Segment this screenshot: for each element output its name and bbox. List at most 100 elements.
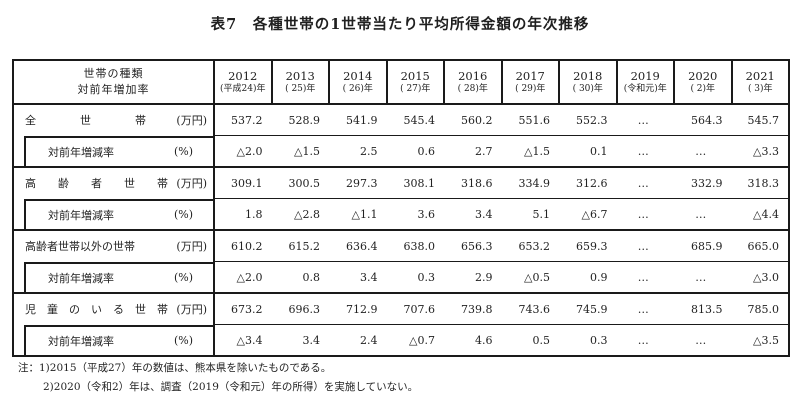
footnote-prefix: 注：	[18, 362, 39, 374]
value-cell: 685.9	[674, 230, 732, 262]
year-label: 2018	[573, 69, 603, 83]
value-cell: …	[616, 293, 674, 325]
value-cell: 653.2	[501, 230, 559, 262]
footnote-1: 注：1)2015（平成27）年の数値は、熊本県を除いたものである。	[18, 362, 332, 374]
rate-value-cell: …	[616, 198, 674, 231]
household-type-label: 高 齢 者 世 帯	[25, 177, 168, 191]
rate-value-cell: 3.6	[386, 198, 444, 231]
row-label: 全 世 帯 (万円)	[13, 104, 215, 136]
value-cell: 665.0	[731, 230, 789, 262]
value-cell: …	[616, 104, 674, 136]
rate-value-cell: …	[674, 198, 732, 231]
rate-value-cell: 2.5	[329, 135, 387, 168]
rate-value-cell: 4.6	[444, 324, 502, 357]
era-label: ( 30)年	[572, 84, 603, 94]
year-header: 2015( 27)年	[385, 60, 444, 105]
value-cell: 537.2	[214, 104, 272, 136]
rate-row: 対前年増減率 (%) △2.0 0.8 3.4 0.3 2.9 △0.5 0.9…… △3.0	[13, 261, 789, 294]
era-label: ( 27)年	[400, 84, 431, 94]
rate-unit-label: (%)	[173, 145, 193, 159]
year-label: 2016	[458, 69, 488, 83]
rate-label-cell: 対前年増減率 (%)	[13, 261, 215, 294]
income-row: 児 童 の い る 世 帯 (万円) 673.2 696.3 712.9 707.6 739…	[13, 293, 789, 325]
value-cell: 745.9	[559, 293, 617, 325]
value-cell: 308.1	[386, 167, 444, 199]
household-group: 高齢者世帯以外の世帯 (万円) 610.2 615.2 636.4 638.0 656.3 6…	[13, 230, 789, 294]
year-header: 2019 (令和元)年	[615, 60, 674, 105]
header-household-type-line2: 対前年増加率	[77, 83, 150, 96]
rate-unit-label: (%)	[173, 208, 193, 222]
rate-value-cell: △0.5	[501, 261, 559, 294]
era-label: ( 28)年	[457, 84, 488, 94]
value-cell: 743.6	[501, 293, 559, 325]
rate-label-cell: 対前年増減率 (%)	[13, 324, 215, 357]
rate-value-cell: …	[616, 261, 674, 294]
row-label: 高 齢 者 世 帯 (万円)	[13, 167, 215, 199]
rate-value-cell: 5.1	[501, 198, 559, 231]
rate-label-box: 対前年増減率 (%)	[24, 261, 213, 292]
rate-value-cell: △1.5	[501, 135, 559, 168]
rate-value-cell: △6.7	[559, 198, 617, 231]
era-label: ( 25)年	[285, 84, 316, 94]
household-type-label: 全 世 帯	[25, 114, 146, 128]
rate-value-cell: 0.6	[386, 135, 444, 168]
value-cell: 659.3	[559, 230, 617, 262]
year-header: 2017( 29)年	[500, 60, 559, 105]
value-cell: 309.1	[214, 167, 272, 199]
household-group: 児 童 の い る 世 帯 (万円) 673.2 696.3 712.9 707.6 739…	[13, 293, 789, 357]
rate-label: 対前年増減率	[48, 145, 114, 159]
value-cell: 813.5	[674, 293, 732, 325]
rate-value-cell: 0.1	[559, 135, 617, 168]
rate-value-cell: △2.8	[271, 198, 329, 231]
rate-label-cell: 対前年増減率 (%)	[13, 198, 215, 231]
unit-label: (万円)	[176, 240, 207, 254]
unit-label: (万円)	[176, 303, 207, 317]
header-household-type-line1: 世帯の種類	[83, 67, 144, 80]
value-cell: 707.6	[386, 293, 444, 325]
rate-row: 対前年増減率 (%) △3.4 3.4 2.4 △0.7 4.6 0.5 0.3…… △3.5	[13, 324, 789, 357]
footnote-2: 2)2020（令和2）年は、調査（2019（令和元）年の所得）を実施していない。	[43, 381, 419, 393]
value-cell: 332.9	[674, 167, 732, 199]
value-cell: 545.7	[731, 104, 789, 136]
value-cell: 560.2	[444, 104, 502, 136]
rate-value-cell: …	[616, 135, 674, 168]
rate-value-cell: △2.0	[214, 261, 272, 294]
value-cell: 615.2	[271, 230, 329, 262]
value-cell: 551.6	[501, 104, 559, 136]
value-cell: 739.8	[444, 293, 502, 325]
value-cell: 564.3	[674, 104, 732, 136]
household-type-label: 高齢者世帯以外の世帯	[25, 240, 135, 254]
rate-value-cell: △1.1	[329, 198, 387, 231]
value-cell: 318.6	[444, 167, 502, 199]
rate-label-box: 対前年増減率 (%)	[24, 198, 213, 229]
rate-value-cell: △3.5	[731, 324, 789, 357]
row-label: 高齢者世帯以外の世帯 (万円)	[13, 230, 215, 262]
era-label: ( 3)年	[747, 84, 773, 94]
rate-value-cell: …	[616, 324, 674, 357]
year-header: 2018( 30)年	[558, 60, 617, 105]
value-cell: 656.3	[444, 230, 502, 262]
rate-label: 対前年増減率	[48, 271, 114, 285]
value-cell: …	[616, 167, 674, 199]
rate-unit-label: (%)	[173, 271, 193, 285]
year-header: 2020( 2)年	[673, 60, 732, 105]
rate-value-cell: 2.4	[329, 324, 387, 357]
year-label: 2019	[630, 69, 660, 83]
rate-value-cell: …	[674, 135, 732, 168]
era-label: (平成24)年	[220, 84, 266, 94]
era-label: (令和元)年	[623, 84, 667, 94]
value-cell: 312.6	[559, 167, 617, 199]
row-label: 児 童 の い る 世 帯 (万円)	[13, 293, 215, 325]
rate-label-cell: 対前年増減率 (%)	[13, 135, 215, 168]
rate-value-cell: …	[674, 261, 732, 294]
value-cell: 712.9	[329, 293, 387, 325]
rate-value-cell: △1.5	[271, 135, 329, 168]
household-group: 全 世 帯 (万円) 537.2 528.9 541.9 545.4 560.2 551.6 5…	[13, 104, 789, 168]
year-label: 2015	[400, 69, 430, 83]
year-header: 2014( 26)年	[328, 60, 387, 105]
value-cell: 696.3	[271, 293, 329, 325]
rate-value-cell: 2.7	[444, 135, 502, 168]
rate-value-cell: △3.3	[731, 135, 789, 168]
income-table: 世帯の種類 対前年増加率 2012 (平成24)年 2013( 25)年 2014( …	[12, 59, 790, 357]
